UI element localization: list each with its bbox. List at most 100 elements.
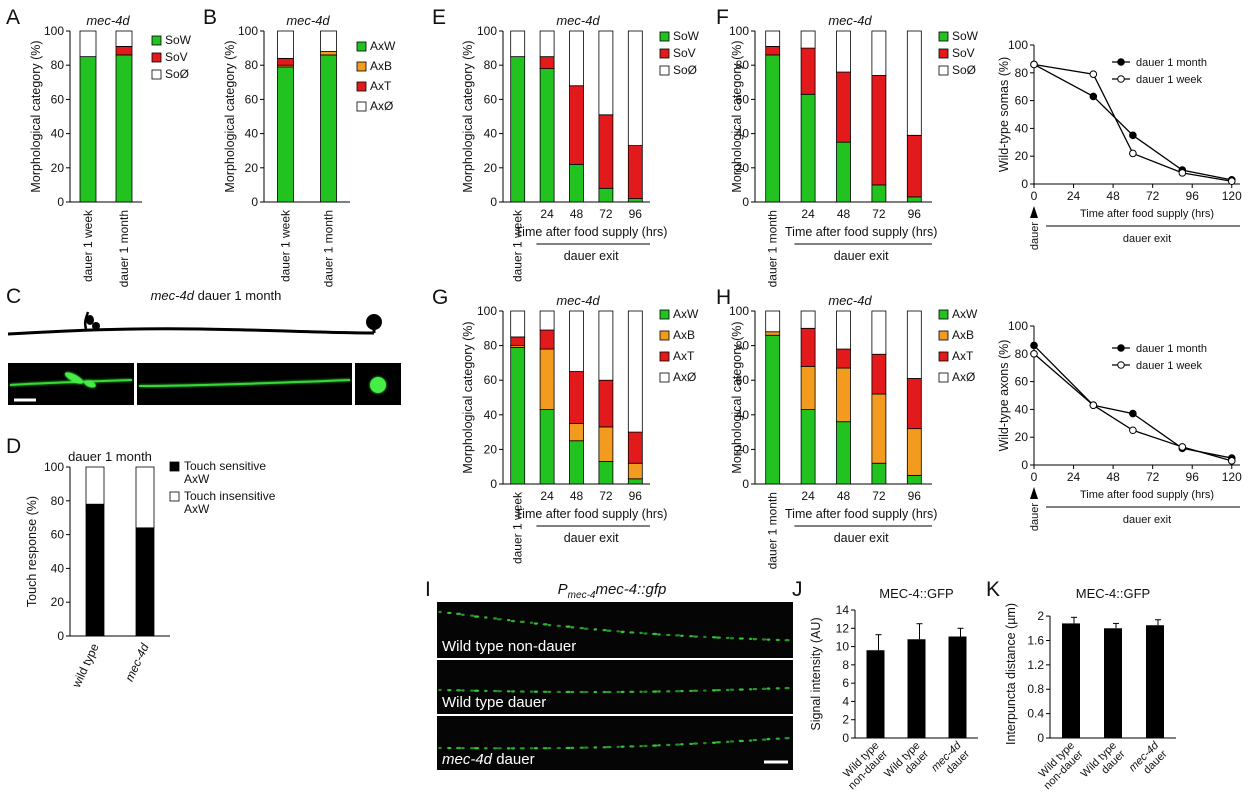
gfp-punctum [666,633,671,637]
gfp-punctum [680,689,684,693]
y-tick-label: 10 [836,640,850,654]
x-axis-label: Time after food supply (hrs) [1080,489,1214,501]
neuron-bulge-2 [92,322,100,330]
gfp-punctum [519,747,525,750]
x-axis-label: Time after food supply (hrs) [785,507,937,521]
gfp-punctum [629,745,635,748]
gfp-punctum [711,741,717,744]
bar-sow [115,54,133,203]
bar [948,636,967,738]
legend-swatch-axw [659,309,670,320]
bar-sov [871,75,887,186]
bar-axt [906,378,922,430]
series-line-dauer-1-week [1033,63,1232,182]
x-tick-label: 24 [801,207,815,221]
bar-ax [320,30,337,52]
gfp-punctum [752,637,758,641]
panel-i-title: Pmec-4mec-4::gfp [558,581,667,601]
gfp-punctum [711,636,717,639]
y-tick-label: 12 [836,621,850,635]
bar-axw [836,421,851,485]
legend-label: dauer 1 week [1136,360,1203,372]
x-tick-label: dauer 1 week [511,209,525,282]
gfp-punctum [510,747,516,750]
legend-swatch-sov [659,48,670,59]
y-tick-label: 80 [736,339,750,353]
x-tick-label: 48 [1106,470,1120,484]
gfp-punctum [579,746,584,749]
gfp-punctum [766,737,771,741]
gfp-punctum [447,746,452,750]
point-dauer-1-week [1089,70,1098,78]
bar [1062,623,1080,738]
legend-swatch-ax [659,372,670,383]
y-tick-label: 1.6 [1027,633,1044,647]
y-tick-label: 0 [490,195,497,209]
x-tick-label: Wild typenon-dauer [838,739,891,792]
x-tick-label: 120 [1222,470,1242,484]
gfp-punctum [616,630,620,633]
x-tick-label: dauer 1 month [766,492,780,569]
series-line-dauer-1-month [1033,63,1232,181]
chart-title: mec-4d [828,13,872,28]
gfp-punctum [761,638,767,641]
gfp-punctum [461,746,465,750]
x-tick-label: 120 [1222,189,1242,203]
bar-axt [569,371,584,424]
gfp-punctum [689,689,694,693]
y-axis-label: Morphological category (%) [223,40,237,192]
x-tick-label: mec-4ddauer [929,739,973,783]
group-label: dauer exit [564,531,619,545]
x-axis-label: Time after food supply (hrs) [1080,208,1214,220]
chart-d: 0 20 40 60 80 100 Touch response (%) wild type m… [25,449,276,690]
x-tick-label: 72 [1146,470,1160,484]
y-tick-label: 40 [51,561,65,575]
gfp-punctum [680,743,684,746]
bar-axw [800,409,816,485]
point-dauer-1-week [1129,149,1137,158]
gfp-punctum [461,689,465,692]
fluorescent-branch [65,372,83,384]
y-tick-label: 20 [51,161,65,175]
gfp-punctum [583,627,589,630]
point-dauer-1-week [1030,60,1038,69]
gfp-punctum [438,746,442,750]
gfp-punctum [570,690,575,694]
y-axis-label: Morphological category (%) [730,321,744,473]
gfp-punctum [784,736,790,740]
gfp-punctum [652,744,658,747]
bar-axb [765,331,781,336]
bar-sow [510,56,526,203]
y-axis-label: Touch response (%) [25,496,39,607]
y-tick-label: 60 [484,92,498,106]
gfp-punctum [602,746,607,749]
y-tick-label: 20 [51,595,65,609]
bar-so [510,30,526,58]
legend-swatch-so [938,65,949,76]
legend-label: AxW [673,307,699,321]
neuron-soma [366,314,382,330]
gfp-punctum [692,635,699,638]
gfp-punctum [657,690,661,693]
x-axis-label: Time after food supply (hrs) [515,225,667,239]
bar-axw [320,54,337,203]
bar-axt [836,348,851,369]
y-axis-label: Interpuncta distance (µm) [1004,603,1018,745]
chart-title: MEC-4::GFP [879,586,953,601]
fluorescent-axon-2 [138,379,351,387]
panel-label-e: E [432,6,446,29]
bar-ax [627,310,643,433]
gfp-punctum [752,738,758,742]
chart-j: 0 2 4 6 8 10 12 14 Signal intensity (AU) Wild typ… [809,586,978,792]
bar-sov [836,71,851,143]
gfp-punctum [565,625,571,628]
bar-axb [598,426,614,462]
legend-swatch-ax [938,372,949,383]
x-tick-label: 48 [837,207,851,221]
bar-ax [277,30,294,59]
x-tick-label: 48 [570,207,584,221]
y-tick-label: 20 [1015,149,1029,163]
gfp-punctum [484,616,488,619]
gfp-punctum [492,747,498,750]
